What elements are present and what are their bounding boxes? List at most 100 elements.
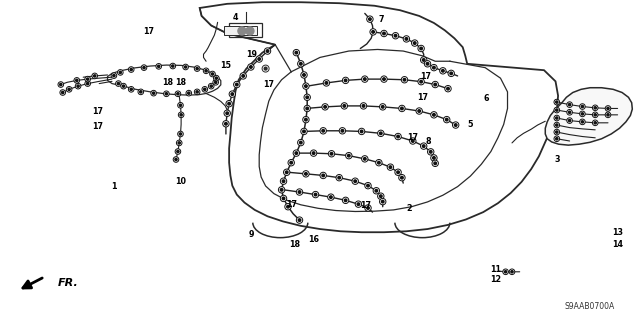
Circle shape: [369, 18, 371, 20]
Circle shape: [188, 92, 190, 94]
Circle shape: [580, 111, 585, 117]
Circle shape: [179, 133, 182, 135]
Circle shape: [383, 32, 385, 35]
Circle shape: [298, 61, 304, 67]
Circle shape: [401, 176, 403, 179]
Circle shape: [164, 91, 169, 97]
Text: 15: 15: [220, 61, 231, 70]
Circle shape: [178, 102, 183, 108]
Circle shape: [444, 116, 450, 123]
Circle shape: [364, 78, 366, 80]
Circle shape: [399, 174, 405, 181]
Circle shape: [180, 114, 182, 116]
Circle shape: [428, 149, 434, 155]
Circle shape: [387, 164, 394, 170]
Circle shape: [431, 64, 437, 71]
Circle shape: [122, 85, 125, 87]
Circle shape: [389, 166, 392, 168]
Circle shape: [293, 49, 300, 56]
Circle shape: [303, 116, 309, 123]
Circle shape: [113, 74, 115, 77]
Circle shape: [58, 82, 63, 87]
Circle shape: [593, 120, 598, 126]
Circle shape: [284, 169, 290, 175]
Circle shape: [370, 29, 376, 35]
Circle shape: [355, 201, 362, 207]
Circle shape: [381, 106, 384, 108]
Circle shape: [179, 112, 184, 118]
Circle shape: [422, 145, 425, 147]
Circle shape: [303, 74, 305, 76]
Circle shape: [183, 64, 188, 70]
Circle shape: [231, 93, 234, 95]
Circle shape: [354, 180, 356, 182]
Circle shape: [151, 90, 156, 96]
Text: 16: 16: [308, 235, 319, 244]
Circle shape: [380, 198, 386, 205]
Circle shape: [380, 104, 386, 110]
Circle shape: [410, 138, 416, 144]
Circle shape: [76, 83, 81, 89]
Circle shape: [264, 67, 267, 70]
Circle shape: [378, 130, 384, 137]
Circle shape: [303, 83, 309, 89]
Circle shape: [420, 80, 422, 83]
Circle shape: [322, 130, 324, 132]
Circle shape: [178, 131, 183, 137]
Circle shape: [360, 130, 363, 133]
Circle shape: [403, 36, 410, 42]
Circle shape: [420, 57, 427, 63]
Circle shape: [503, 269, 508, 275]
Circle shape: [381, 30, 387, 37]
Circle shape: [305, 85, 307, 87]
Circle shape: [581, 105, 584, 108]
Circle shape: [581, 121, 584, 123]
Circle shape: [511, 271, 513, 273]
Circle shape: [204, 68, 209, 74]
Circle shape: [383, 78, 385, 80]
Circle shape: [554, 136, 559, 142]
Circle shape: [116, 81, 121, 86]
Circle shape: [256, 56, 262, 62]
Circle shape: [367, 184, 369, 187]
Circle shape: [226, 112, 228, 115]
Circle shape: [594, 122, 596, 124]
Circle shape: [225, 122, 227, 125]
Circle shape: [285, 171, 288, 174]
Circle shape: [264, 48, 271, 54]
Circle shape: [280, 189, 283, 191]
Circle shape: [420, 47, 422, 50]
FancyBboxPatch shape: [224, 26, 257, 35]
Circle shape: [320, 172, 326, 179]
Circle shape: [418, 110, 420, 112]
Circle shape: [204, 88, 206, 91]
Circle shape: [395, 169, 401, 175]
Circle shape: [424, 61, 431, 67]
Circle shape: [362, 156, 368, 162]
Circle shape: [170, 63, 175, 69]
Circle shape: [157, 65, 160, 68]
Circle shape: [352, 178, 358, 184]
Circle shape: [262, 65, 269, 72]
Text: S9AAB0700A: S9AAB0700A: [564, 302, 614, 311]
Circle shape: [303, 171, 309, 177]
Circle shape: [429, 151, 432, 153]
Circle shape: [310, 150, 317, 156]
Circle shape: [504, 271, 507, 273]
Circle shape: [433, 114, 435, 116]
Text: 1: 1: [111, 182, 116, 191]
Circle shape: [210, 71, 215, 77]
Circle shape: [445, 85, 451, 92]
Circle shape: [266, 50, 269, 52]
Circle shape: [593, 112, 598, 118]
Circle shape: [282, 197, 285, 200]
Circle shape: [593, 105, 598, 111]
Circle shape: [202, 86, 207, 92]
Circle shape: [376, 160, 382, 166]
Circle shape: [178, 142, 180, 144]
Circle shape: [432, 81, 438, 88]
Circle shape: [401, 107, 403, 110]
Circle shape: [118, 70, 123, 75]
Circle shape: [452, 122, 459, 128]
Circle shape: [228, 102, 230, 105]
